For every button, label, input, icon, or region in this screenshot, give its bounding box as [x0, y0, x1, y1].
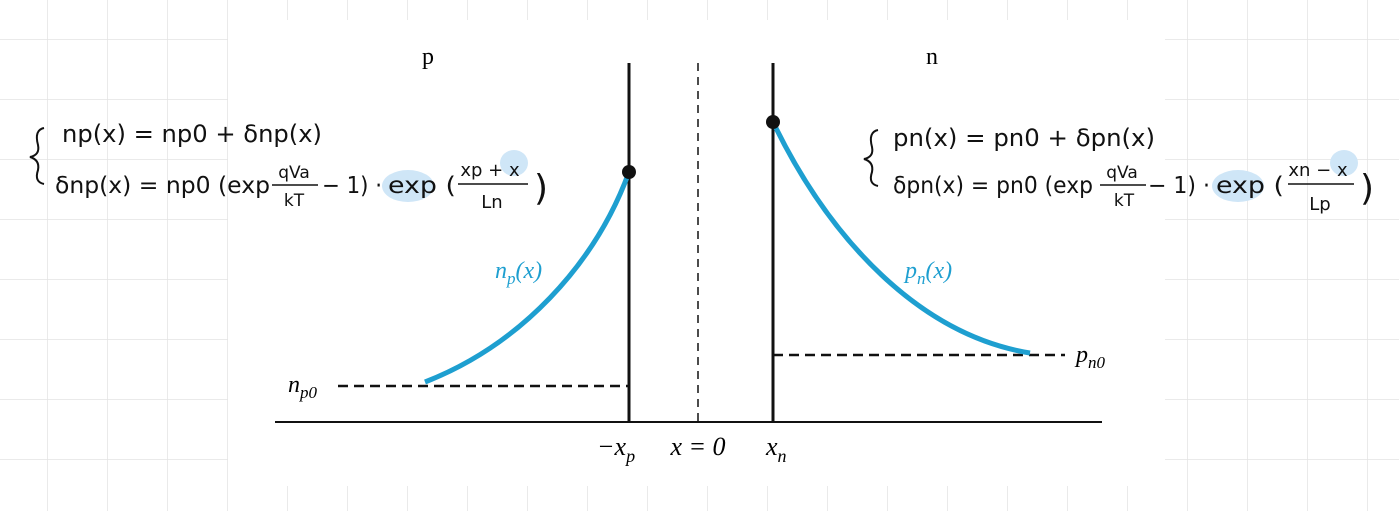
- equation-part: − 1) ·: [322, 173, 382, 199]
- argument: (x): [926, 258, 953, 284]
- subscript: p0: [299, 383, 318, 402]
- symbol: −x: [597, 432, 627, 461]
- pn-curve: [770, 120, 1031, 356]
- highlight: [1212, 170, 1264, 202]
- symbol: p: [1074, 342, 1088, 368]
- fraction-denominator: Ln: [481, 192, 502, 213]
- subscript: n: [778, 446, 787, 466]
- symbol: x: [765, 432, 778, 461]
- equation-part: exp (: [388, 173, 456, 199]
- subscript: n0: [1088, 353, 1106, 372]
- level-label: pn0: [1074, 342, 1106, 372]
- figure-panel: [228, 20, 1165, 486]
- subscript: n: [917, 269, 926, 288]
- symbol: p: [903, 258, 917, 284]
- fraction-numerator: qVa: [278, 163, 310, 183]
- equation-part: δnp(x) = np0 (exp: [55, 173, 270, 199]
- equation-part: δpn(x) = pn0 (exp: [893, 173, 1093, 199]
- axis-label: −xp: [597, 432, 635, 466]
- fraction-numerator: xp + x: [460, 160, 520, 181]
- brace: [863, 129, 879, 187]
- equation-part: ): [1360, 168, 1374, 209]
- fraction-denominator: Lp: [1309, 194, 1330, 215]
- curve-label: np(x): [495, 258, 542, 288]
- highlight: [382, 170, 434, 202]
- subscript: p: [506, 269, 516, 288]
- fraction-numerator: xn − x: [1288, 160, 1348, 181]
- fraction-denominator: kT: [284, 191, 305, 211]
- symbol: n: [495, 258, 507, 284]
- symbol: n: [288, 372, 300, 398]
- subscript: p: [624, 446, 635, 466]
- axis-label: xn: [765, 432, 787, 466]
- equation-part: ): [534, 168, 548, 209]
- boundary-point: [766, 115, 780, 129]
- argument: (x): [516, 258, 543, 284]
- fraction-numerator: qVa: [1106, 163, 1138, 183]
- boundary-point: [622, 165, 636, 179]
- brace: [29, 127, 45, 185]
- highlight: [1330, 150, 1358, 176]
- curve-label: pn(x): [903, 258, 952, 288]
- np-curve: [424, 171, 632, 385]
- equation: np(x) = np0 + δnp(x): [62, 120, 322, 148]
- region-label: p: [422, 44, 434, 70]
- equation: pn(x) = pn0 + δpn(x): [893, 124, 1155, 152]
- equation-part: exp (: [1216, 173, 1284, 199]
- equation-part: − 1) ·: [1148, 173, 1210, 199]
- level-label: np0: [288, 372, 318, 402]
- axis-label: x = 0: [669, 432, 725, 461]
- fraction-denominator: kT: [1114, 191, 1135, 211]
- region-label: n: [926, 44, 938, 70]
- highlight: [500, 150, 528, 176]
